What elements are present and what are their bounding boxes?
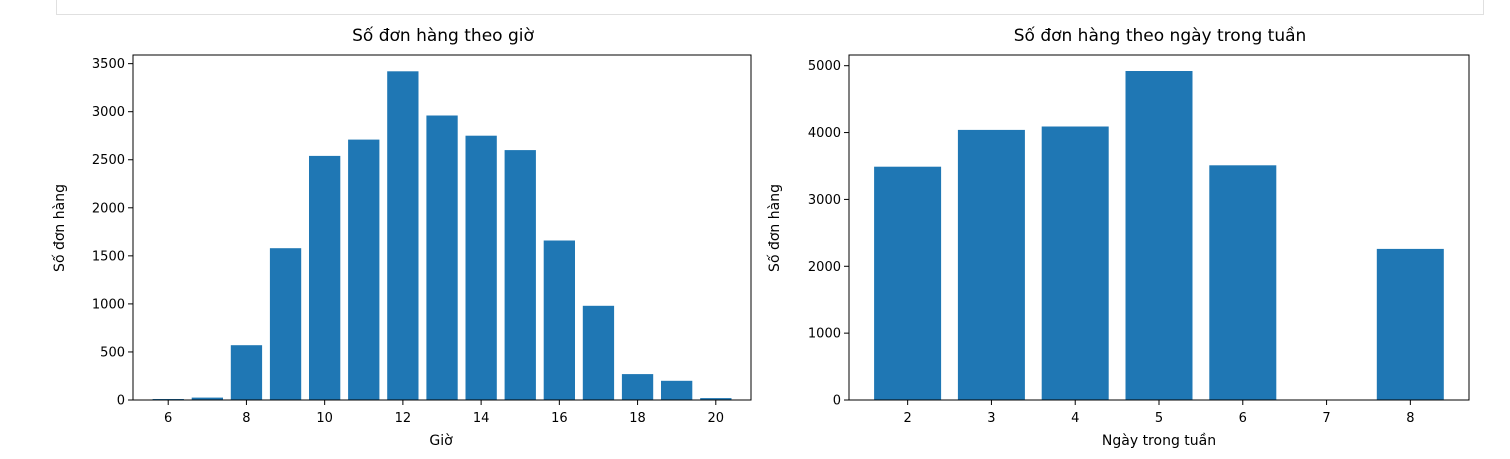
bar-8 xyxy=(230,345,263,400)
x-tick-label: 12 xyxy=(395,411,412,426)
bar-11 xyxy=(348,139,380,400)
x-tick-label: 10 xyxy=(316,411,333,426)
chart-weekday-orders: Số đơn hàng theo ngày trong tuần 0100020… xyxy=(766,25,1470,449)
x-axis-label: Ngày trong tuần xyxy=(1102,433,1216,449)
chart-title: Số đơn hàng theo ngày trong tuần xyxy=(1014,25,1307,46)
y-tick-label: 2000 xyxy=(808,260,841,275)
x-tick-label: 14 xyxy=(473,411,490,426)
plot-frame xyxy=(848,54,1470,401)
bar-3 xyxy=(957,129,1025,400)
y-axis-label: Số đơn hàng xyxy=(766,184,783,272)
bar-17 xyxy=(582,305,615,400)
y-tick-label: 2000 xyxy=(92,201,125,216)
bars xyxy=(152,71,732,401)
bar-20 xyxy=(700,398,732,400)
x-axis-label: Giờ xyxy=(429,433,453,449)
y-tick-label: 500 xyxy=(100,345,125,360)
y-tick-label: 1000 xyxy=(808,327,841,342)
chart-title: Số đơn hàng theo giờ xyxy=(352,25,534,46)
x-tick-label: 6 xyxy=(1239,411,1247,426)
y-ticks: 0 500 1000 1500 2000 2500 3000 3500 xyxy=(92,57,133,409)
bar-6 xyxy=(1209,165,1277,400)
x-tick-label: 6 xyxy=(164,411,172,426)
y-axis-label: Số đơn hàng xyxy=(51,184,68,272)
x-ticks: 6 8 10 12 14 16 18 20 xyxy=(164,400,724,426)
x-ticks: 2 3 4 5 6 7 8 xyxy=(904,400,1414,426)
x-tick-label: 16 xyxy=(551,411,568,426)
y-tick-label: 2500 xyxy=(92,153,125,168)
bar-16 xyxy=(543,240,575,400)
y-tick-label: 3000 xyxy=(808,193,841,208)
notebook-cell-border xyxy=(56,0,1484,15)
chart-hourly-orders: Số đơn hàng theo giờ 0 500 1000 1500 2000 250… xyxy=(51,25,752,449)
x-tick-label: 3 xyxy=(987,411,995,426)
plot-frame xyxy=(132,54,752,401)
bar-2 xyxy=(874,166,942,400)
bar-5 xyxy=(1125,71,1193,400)
bar-4 xyxy=(1041,126,1109,400)
x-tick-label: 20 xyxy=(708,411,725,426)
bar-18 xyxy=(621,374,654,400)
y-tick-label: 1500 xyxy=(92,249,125,264)
y-tick-label: 3500 xyxy=(92,57,125,72)
bar-14 xyxy=(465,135,497,400)
y-tick-label: 4000 xyxy=(808,126,841,141)
bars xyxy=(874,71,1444,400)
y-tick-label: 0 xyxy=(833,394,841,409)
y-tick-label: 1000 xyxy=(92,297,125,312)
y-tick-label: 0 xyxy=(117,394,125,409)
y-tick-label: 3000 xyxy=(92,105,125,120)
bar-12 xyxy=(387,71,419,401)
bar-15 xyxy=(504,150,536,400)
bar-7 xyxy=(191,397,223,400)
bar-8 xyxy=(1376,248,1444,400)
x-tick-label: 8 xyxy=(242,411,250,426)
bar-13 xyxy=(426,115,458,400)
x-tick-label: 5 xyxy=(1155,411,1163,426)
x-tick-label: 2 xyxy=(904,411,912,426)
y-tick-label: 5000 xyxy=(808,59,841,74)
bar-9 xyxy=(269,248,302,400)
bar-19 xyxy=(661,380,693,400)
x-tick-label: 4 xyxy=(1071,411,1079,426)
bar-10 xyxy=(309,155,341,400)
y-ticks: 0 1000 2000 3000 4000 5000 xyxy=(808,59,849,409)
x-tick-label: 8 xyxy=(1406,411,1414,426)
x-tick-label: 18 xyxy=(629,411,646,426)
x-tick-label: 7 xyxy=(1322,411,1330,426)
